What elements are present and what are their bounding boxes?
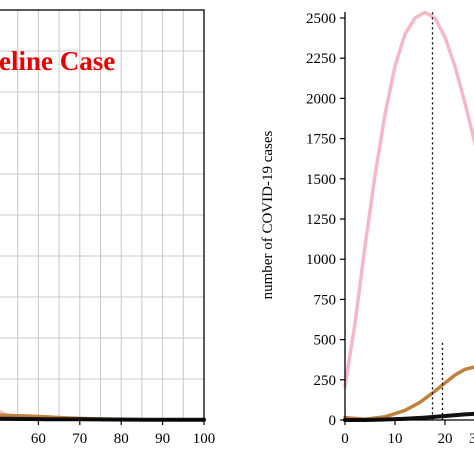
baseline-case-panel: 60 70 80 90 100 eline Case — [0, 9, 215, 447]
left-x-tick-label: 60 — [31, 431, 46, 447]
y-axis-title: number of COVID-19 cases — [260, 130, 276, 299]
right-panel: 0 250 500 750 1000 1250 1500 1750 2000 2250 2500 0… — [260, 10, 474, 447]
right-series-line-3 — [343, 411, 474, 422]
right-x-ticks: 0 10 20 3 — [341, 420, 474, 447]
right-y-tick-label: 1000 — [306, 252, 336, 268]
right-x-tick-label-cut: 3 — [469, 431, 474, 447]
left-x-ticks: 60 70 80 90 100 — [31, 420, 215, 447]
left-gridlines — [0, 10, 204, 420]
panel-title: eline Case — [0, 46, 115, 76]
right-y-tick-label: 0 — [329, 413, 337, 429]
right-y-tick-label: 750 — [314, 292, 337, 308]
right-series-line-1 — [343, 10, 474, 388]
right-y-ticks: 0 250 500 750 1000 1250 1500 1750 2000 2250 2500 — [306, 11, 345, 429]
right-y-tick-label: 1750 — [306, 132, 336, 148]
left-series-lines — [0, 409, 206, 422]
right-y-tick-label: 2500 — [306, 11, 336, 27]
right-x-tick-label: 10 — [388, 431, 403, 447]
left-x-tick-label: 90 — [155, 431, 170, 447]
left-x-tick-label: 70 — [72, 431, 87, 447]
left-x-tick-label: 100 — [193, 431, 216, 447]
right-x-tick-label: 0 — [341, 431, 349, 447]
right-peak-markers — [431, 12, 444, 420]
right-series-line-2 — [343, 365, 474, 421]
right-y-tick-label: 250 — [314, 373, 337, 389]
right-series-lines — [343, 10, 474, 422]
right-y-tick-label: 500 — [314, 333, 337, 349]
right-y-tick-label: 1250 — [306, 212, 336, 228]
right-y-tick-label: 1500 — [306, 172, 336, 188]
right-y-tick-label: 2000 — [306, 91, 336, 107]
right-y-tick-label: 2250 — [306, 51, 336, 67]
left-x-tick-label: 80 — [114, 431, 129, 447]
right-x-tick-label: 20 — [438, 431, 453, 447]
left-plot-frame — [0, 9, 205, 421]
